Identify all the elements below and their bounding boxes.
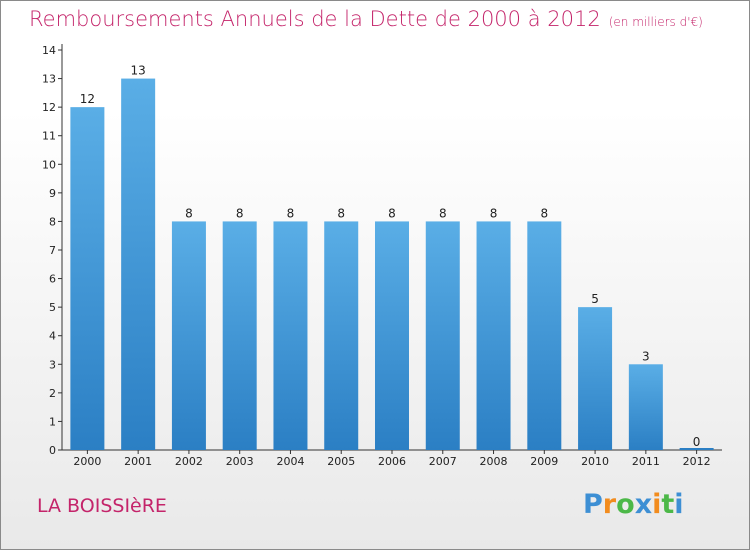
x-tick-label: 2008 <box>480 455 508 468</box>
data-label: 8 <box>287 206 295 220</box>
y-tick-label: 13 <box>42 73 56 86</box>
bar <box>527 221 562 450</box>
bar <box>70 107 105 451</box>
y-tick-label: 4 <box>49 330 56 343</box>
x-tick-label: 2004 <box>276 455 304 468</box>
data-label: 13 <box>131 64 146 78</box>
bar <box>425 221 460 450</box>
logo-letter: i <box>674 489 684 520</box>
x-tick-label: 2000 <box>73 455 101 468</box>
bar <box>222 221 257 450</box>
proxiti-logo: Proxiti <box>583 489 684 520</box>
logo-letter: P <box>583 489 603 520</box>
logo-letter: x <box>634 489 653 520</box>
data-label: 0 <box>693 435 701 449</box>
bar <box>171 221 206 450</box>
bar <box>375 221 409 450</box>
bar <box>578 307 613 450</box>
data-label: 8 <box>185 206 193 220</box>
logo-letter: i <box>652 489 662 520</box>
x-tick-label: 2001 <box>124 455 152 468</box>
chart-unit: (en milliers d'€) <box>608 15 703 29</box>
y-tick-label: 1 <box>49 415 56 428</box>
data-label: 8 <box>236 206 244 220</box>
data-label: 8 <box>388 206 396 220</box>
data-label: 8 <box>337 206 345 220</box>
y-tick-label: 3 <box>49 358 56 371</box>
y-tick-label: 14 <box>42 44 56 57</box>
y-tick-label: 6 <box>49 273 56 286</box>
data-label: 3 <box>642 349 650 363</box>
y-tick-label: 9 <box>49 187 56 200</box>
x-tick-label: 2003 <box>226 455 254 468</box>
y-tick-label: 11 <box>42 130 56 143</box>
chart-title: Remboursements Annuels de la Dette de 20… <box>29 7 703 31</box>
data-label: 8 <box>439 206 447 220</box>
data-label: 12 <box>80 92 95 106</box>
bar <box>476 221 511 450</box>
bar <box>628 364 663 450</box>
chart-title-text: Remboursements Annuels de la Dette de 20… <box>29 7 601 31</box>
x-tick-label: 2010 <box>581 455 609 468</box>
logo-letter: o <box>616 489 635 520</box>
y-tick-label: 8 <box>49 215 56 228</box>
data-label: 8 <box>490 206 498 220</box>
bar <box>121 78 156 451</box>
x-tick-label: 2012 <box>683 455 711 468</box>
x-tick-label: 2002 <box>175 455 203 468</box>
x-tick-label: 2009 <box>530 455 558 468</box>
y-tick-label: 2 <box>49 387 56 400</box>
logo-letter: t <box>661 489 675 520</box>
x-tick-label: 2007 <box>429 455 457 468</box>
data-label: 5 <box>591 292 599 306</box>
bar <box>273 221 308 450</box>
y-tick-label: 7 <box>49 244 56 257</box>
x-tick-label: 2006 <box>378 455 406 468</box>
x-tick-label: 2011 <box>632 455 660 468</box>
y-tick-label: 5 <box>49 301 56 314</box>
commune-name: LA BOISSIèRE <box>37 495 167 517</box>
y-tick-label: 0 <box>49 444 56 457</box>
x-tick-label: 2005 <box>327 455 355 468</box>
bar <box>324 221 359 450</box>
y-tick-label: 12 <box>42 101 56 114</box>
logo-letter: r <box>602 489 617 520</box>
data-label: 8 <box>540 206 548 220</box>
y-tick-label: 10 <box>42 158 56 171</box>
